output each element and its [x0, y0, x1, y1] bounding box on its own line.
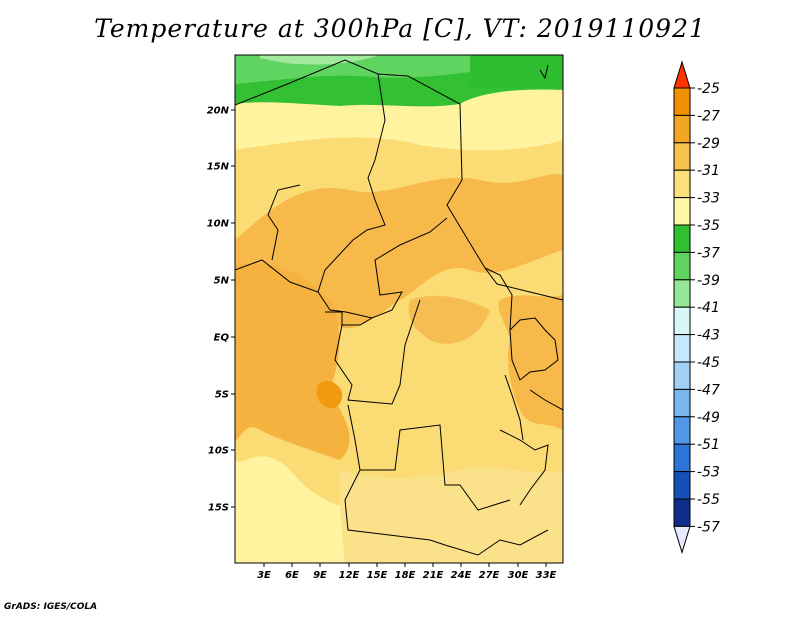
colorbar-label: -51	[697, 437, 720, 453]
colorbar-label: -27	[697, 108, 720, 124]
border-south-sudan	[484, 267, 513, 331]
field-band-27	[316, 381, 343, 409]
lat-tick-label: 5N	[214, 276, 230, 287]
colorbar: -25 -27 -29 -31 -33 -35 -37 -39 -41 -43 -45 -47 -49 -…	[673, 60, 720, 555]
lat-tick-label: EQ	[214, 333, 230, 344]
field-band-29-east	[498, 295, 563, 430]
colorbar-label: -43	[697, 328, 720, 344]
latitude-axis: 20N 15N 10N 5N EQ 5S 10S 15S	[207, 106, 235, 514]
colorbar-label: -45	[697, 355, 720, 371]
lon-tick-label: 33E	[536, 570, 557, 581]
border-cameroon-car	[235, 217, 448, 319]
colorbar-label: -57	[697, 519, 720, 535]
colorbar-swatch	[673, 416, 691, 445]
credit-text: GrADS: IGES/COLA	[4, 602, 98, 612]
colorbar-swatch	[673, 114, 691, 144]
colorbar-label: -49	[697, 410, 720, 426]
lat-tick-label: 20N	[207, 106, 230, 117]
colorbar-top-tip	[673, 60, 691, 89]
colorbar-swatch	[673, 224, 691, 253]
lon-tick-label: 15E	[367, 570, 388, 581]
lat-tick-label: 15N	[207, 162, 230, 173]
lon-tick-label: 30E	[508, 570, 529, 581]
field-band-29-center	[408, 295, 490, 344]
colorbar-swatch	[673, 443, 691, 473]
border-angola-zambia	[360, 424, 511, 511]
colorbar-label: -47	[697, 382, 720, 398]
colorbar-swatch	[673, 251, 691, 281]
colorbar-label: -53	[697, 465, 720, 481]
map-frame	[234, 54, 564, 564]
colorbar-label: -29	[697, 136, 720, 152]
lake-victoria-region	[509, 317, 559, 381]
field-band-29-west	[235, 263, 350, 460]
colorbar-label: -33	[697, 191, 720, 207]
lon-tick-label: 6E	[285, 570, 299, 581]
border-sahel	[235, 59, 563, 301]
lon-tick-label: 3E	[257, 570, 271, 581]
colorbar-label: -35	[697, 218, 720, 234]
lat-tick-label: 10S	[208, 446, 229, 457]
colorbar-swatch	[673, 87, 691, 116]
colorbar-swatch	[673, 334, 691, 363]
lon-tick-label: 12E	[339, 570, 360, 581]
colorbar-swatch	[673, 498, 691, 527]
lon-tick-label: 9E	[313, 570, 327, 581]
field-band-41	[260, 55, 380, 65]
colorbar-swatch	[673, 361, 691, 390]
longitude-axis: 3E 6E 9E 12E 15E 18E 21E 24E 27E 30E 33E	[257, 563, 557, 581]
colorbar-swatch	[673, 169, 691, 199]
temperature-field	[235, 55, 563, 563]
border-nigeria	[267, 184, 301, 261]
lon-tick-label: 27E	[479, 570, 500, 581]
border-angola	[344, 404, 549, 556]
field-band-33-south	[339, 467, 563, 563]
lat-tick-label: 5S	[215, 390, 229, 401]
colorbar-swatch	[673, 279, 691, 308]
colorbar-swatch	[673, 306, 691, 336]
colorbar-swatch	[673, 471, 691, 500]
border-tanzania	[499, 429, 549, 506]
border-chad-niger	[317, 73, 386, 293]
border-kenya	[529, 389, 563, 411]
field-band-pale-south	[235, 460, 340, 563]
colorbar-label: -39	[697, 273, 720, 289]
lake-tanganyika	[504, 374, 524, 441]
colorbar-label: -37	[697, 245, 720, 261]
field-band-37-east	[470, 55, 563, 88]
lat-tick-label: 15S	[208, 503, 229, 514]
colorbar-label: -25	[697, 81, 720, 97]
colorbar-swatch	[673, 197, 691, 226]
lon-tick-label: 24E	[451, 570, 472, 581]
colorbar-label: -31	[697, 163, 720, 179]
chart-title: Temperature at 300hPa [C], VT: 201911092…	[94, 14, 706, 43]
colorbar-label: -55	[697, 492, 720, 508]
colorbar-bottom-tip	[673, 525, 691, 555]
colorbar-swatch	[673, 388, 691, 418]
lon-tick-label: 18E	[395, 570, 416, 581]
lat-tick-label: 10N	[207, 219, 230, 230]
border-congo	[334, 299, 421, 405]
coast-red-sea	[539, 64, 549, 80]
lon-tick-label: 21E	[423, 570, 444, 581]
colorbar-label: -41	[697, 300, 720, 316]
colorbar-swatch	[673, 142, 691, 171]
country-borders	[235, 59, 563, 556]
